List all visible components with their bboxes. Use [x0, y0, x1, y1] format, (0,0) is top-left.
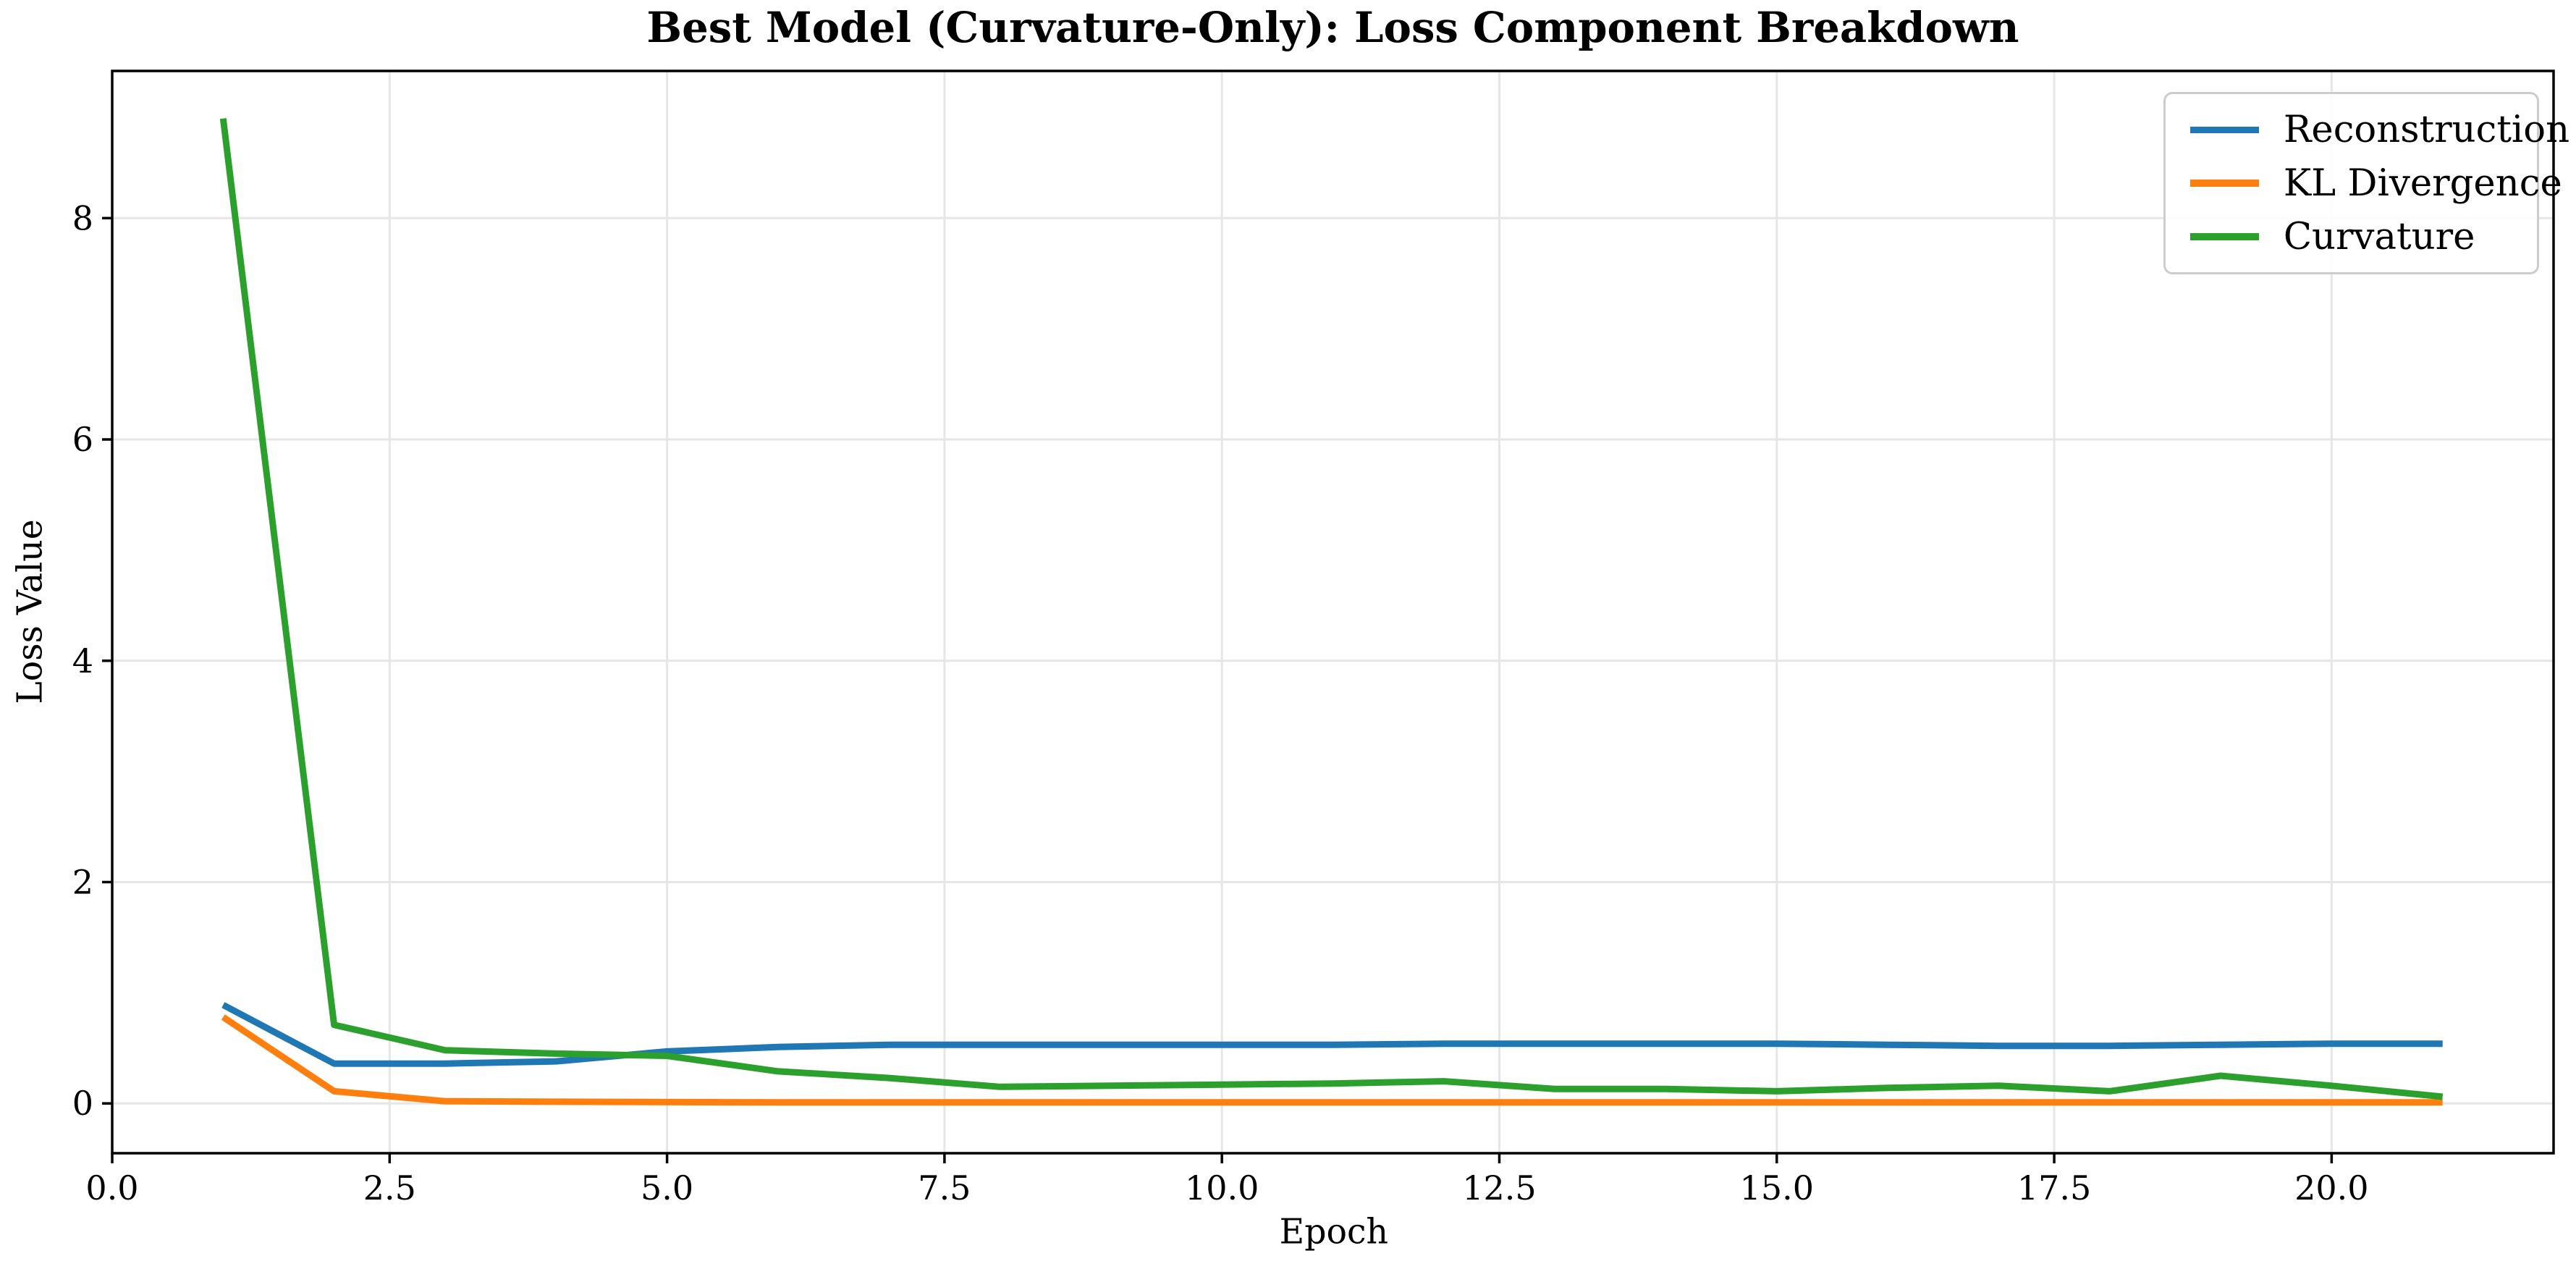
x-axis-label: Epoch — [1279, 1212, 1389, 1252]
legend-item-reconstruction: Reconstruction — [2190, 109, 2569, 150]
plot-spines — [111, 69, 2555, 1155]
y-tick-label: 4 — [72, 641, 93, 680]
y-tick-label: 6 — [72, 420, 93, 459]
y-tick-label: 0 — [72, 1084, 93, 1123]
y-axis-label: Loss Value — [10, 519, 51, 704]
legend-swatch-kl-divergence — [2190, 180, 2260, 187]
x-tick-label: 10.0 — [1185, 1168, 1259, 1208]
legend-swatch-reconstruction — [2190, 126, 2260, 133]
series-line-reconstruction — [221, 1002, 2443, 1067]
x-tick-label: 7.5 — [918, 1168, 971, 1208]
x-tick-label: 17.5 — [2017, 1168, 2091, 1208]
series-line-curvature — [219, 118, 2444, 1100]
y-tick-label: 8 — [72, 198, 93, 237]
x-tick-label: 0.0 — [85, 1168, 138, 1208]
legend-item-kl-divergence: KL Divergence — [2190, 163, 2562, 203]
chart-title: Best Model (Curvature-Only): Loss Compon… — [646, 3, 2019, 53]
legend-label-curvature: Curvature — [2283, 214, 2475, 258]
x-tick-label: 12.5 — [1462, 1168, 1536, 1208]
legend-label-reconstruction: Reconstruction — [2283, 108, 2570, 152]
x-tick-label: 2.5 — [363, 1168, 416, 1208]
x-tick-label: 5.0 — [641, 1168, 693, 1208]
legend-swatch-curvature — [2190, 233, 2260, 240]
x-tick-label: 15.0 — [1740, 1168, 1814, 1208]
legend-item-curvature: Curvature — [2190, 216, 2527, 257]
legend: Reconstruction KL Divergence Curvature — [2163, 92, 2569, 275]
legend-label-kl-divergence: KL Divergence — [2283, 161, 2562, 205]
x-tick-label: 20.0 — [2294, 1168, 2368, 1208]
series-line-kl-divergence — [221, 1014, 2443, 1106]
y-tick-label: 2 — [72, 862, 93, 901]
